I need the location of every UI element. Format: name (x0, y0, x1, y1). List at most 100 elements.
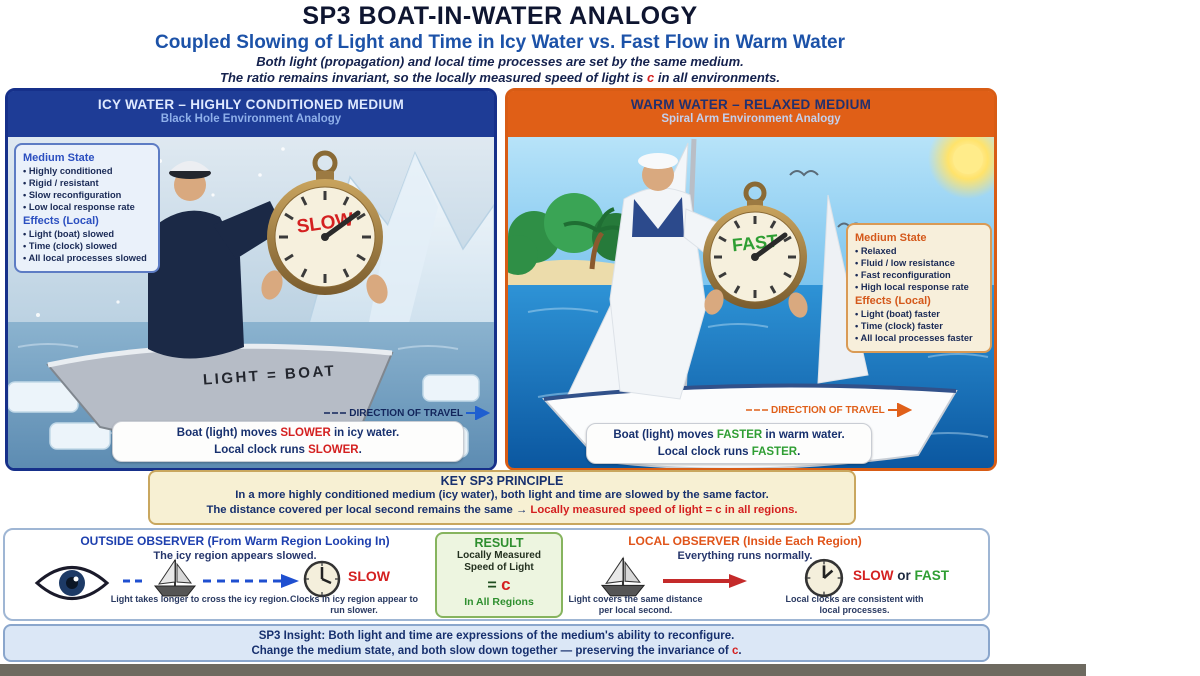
list-item: Fluid / low resistance (855, 257, 983, 269)
icy-scene: SLOW LIGHT = BOAT (8, 137, 494, 468)
fast-clock: FAST (703, 181, 808, 318)
icy-direction-of-travel: DIRECTION OF TRAVEL (324, 406, 490, 420)
local-boat-note: Light covers the same distance per local… (568, 594, 703, 616)
tagline-2-pre: The ratio remains invariant, so the loca… (220, 69, 648, 85)
holding-hand-left (261, 270, 283, 300)
palm-trunk (589, 231, 605, 270)
caption-pre: Boat (light) moves (176, 427, 281, 439)
icy-panel-title: ICY WATER – HIGHLY CONDITIONED MEDIUM (97, 97, 405, 112)
right-arrow-icon (887, 403, 912, 417)
sun-core (953, 144, 983, 174)
sailor-collar (632, 197, 684, 237)
warm-direction-of-travel: DIRECTION OF TRAVEL (746, 403, 912, 417)
outside-clock-word: SLOW (348, 568, 390, 584)
icy-water-panel: ICY WATER – HIGHLY CONDITIONED MEDIUM Bl… (5, 88, 497, 471)
warm-panel-subtitle: Spiral Arm Environment Analogy (661, 113, 841, 125)
icy-effects-list: Light (boat) slowedTime (clock) slowedAl… (23, 228, 151, 264)
warm-panel-header: WARM WATER – RELAXED MEDIUM Spiral Arm E… (508, 91, 994, 137)
captain-figure (148, 161, 284, 359)
caption-em: SLOWER (280, 427, 331, 439)
bottom-bar (0, 664, 1086, 676)
page-title: SP3 BOAT-IN-WATER ANALOGY (302, 2, 698, 30)
warm-effects-list: Light (boat) fasterTime (clock) fasterAl… (855, 308, 983, 344)
warm-medium-state-list: RelaxedFluid / low resistanceFast reconf… (855, 245, 983, 293)
warm-medium-state-title: Medium State (855, 232, 927, 244)
equals-sign: = (487, 577, 502, 594)
captain-hat-top (170, 161, 210, 171)
key-principle-line1: In a more highly conditioned medium (icy… (235, 489, 769, 501)
clock-icon (303, 560, 341, 598)
list-item: Rigid / resistant (23, 177, 151, 189)
caption-em: SLOWER (308, 443, 359, 456)
page-subtitle: Coupled Slowing of Light and Time in Icy… (154, 32, 846, 53)
right-arrow-icon (466, 406, 490, 420)
list-item: Fast reconfiguration (855, 269, 983, 281)
caption-pre: Boat (light) moves (613, 429, 717, 441)
warm-effects-title: Effects (Local) (855, 295, 931, 308)
c-symbol: c (501, 575, 511, 594)
list-item: Light (boat) faster (855, 308, 983, 320)
outside-clock-note: Clocks in icy region appear to run slowe… (289, 594, 419, 616)
or-word: or (893, 568, 915, 583)
result-box: RESULT Locally Measured Speed of Light =… (435, 532, 563, 618)
eye-icon (34, 566, 110, 600)
list-item: Light (boat) slowed (23, 228, 151, 240)
icy-info-box: Medium State Highly conditionedRigid / r… (14, 143, 160, 273)
result-equation: = c (437, 575, 561, 595)
key-principle-title: KEY SP3 PRINCIPLE (440, 474, 564, 488)
list-item: Relaxed (855, 245, 983, 257)
warm-panel-title: WARM WATER – RELAXED MEDIUM (630, 97, 872, 112)
list-item: All local processes slowed (23, 252, 151, 264)
caption-pre: Local clock runs (214, 443, 309, 456)
key-line2-arrow: → (515, 503, 528, 516)
dashed-arrow-icon (203, 574, 299, 588)
direction-dash (746, 409, 768, 411)
warm-caption-line1: Boat (light) moves FASTER in warm water. (591, 427, 867, 444)
caption-post: . (797, 445, 801, 458)
holding-hand-left (704, 289, 724, 315)
slow-clock-hand (322, 210, 361, 240)
icy-caption-box: Boat (light) moves SLOWER in icy water. … (112, 421, 464, 463)
sp3-insight-box: SP3 Insight: Both light and time are exp… (3, 624, 990, 662)
caption-post: in warm water. (762, 429, 845, 441)
list-item: Highly conditioned (23, 165, 151, 177)
list-item: Time (clock) faster (855, 320, 983, 332)
list-item: Time (clock) slowed (23, 240, 151, 252)
outside-observer-title: OUTSIDE OBSERVER (From Warm Region Looki… (80, 534, 390, 548)
result-title: RESULT (474, 536, 524, 550)
clock-icon (804, 558, 844, 598)
list-item: All local processes faster (855, 332, 983, 344)
direction-label: DIRECTION OF TRAVEL (349, 407, 463, 419)
warm-caption-box: Boat (light) moves FASTER in warm water.… (586, 423, 872, 465)
local-clock-words: SLOW or FAST (853, 568, 949, 583)
insight-line2-post: . (738, 645, 742, 658)
icy-medium-state-title: Medium State (23, 152, 95, 164)
tagline-2: The ratio remains invariant, so the loca… (0, 70, 1000, 86)
sailboat-icon (600, 556, 646, 597)
caption-post: in icy water. (330, 427, 400, 439)
local-observer-subtitle: Everything runs normally. (677, 550, 813, 562)
page-header: SP3 BOAT-IN-WATER ANALOGY Coupled Slowin… (0, 2, 1000, 86)
warm-info-box: Medium State RelaxedFluid / low resistan… (846, 223, 992, 353)
warm-caption-line2: Local clock runs FASTER. (591, 444, 867, 461)
fast-clock-hand (752, 232, 788, 260)
tagline-2-c: c (647, 69, 655, 85)
sailor-cap (638, 153, 678, 169)
hull-trim (543, 383, 957, 401)
slow-clock: SLOW (261, 150, 388, 304)
key-principle-line2: The distance covered per local second re… (156, 503, 848, 518)
icy-caption-line1: Boat (light) moves SLOWER in icy water. (117, 425, 459, 442)
result-line1: Locally Measured (457, 550, 541, 561)
insight-c: c (731, 645, 739, 658)
insight-line1: SP3 Insight: Both light and time are exp… (258, 630, 735, 642)
direction-label: DIRECTION OF TRAVEL (771, 404, 885, 416)
list-item: High local response rate (855, 281, 983, 293)
direction-dash (324, 412, 347, 414)
sailboat-icon (153, 558, 197, 597)
insight-line2-pre: Change the medium state, and both slow d… (251, 645, 732, 658)
local-observer-title: LOCAL OBSERVER (Inside Each Region) (628, 534, 862, 548)
key-principle-box: KEY SP3 PRINCIPLE In a more highly condi… (148, 470, 856, 525)
dash-segment (123, 579, 147, 583)
icy-scene-illustration: SLOW LIGHT = BOAT (8, 137, 494, 468)
caption-em: FASTER (716, 429, 763, 441)
